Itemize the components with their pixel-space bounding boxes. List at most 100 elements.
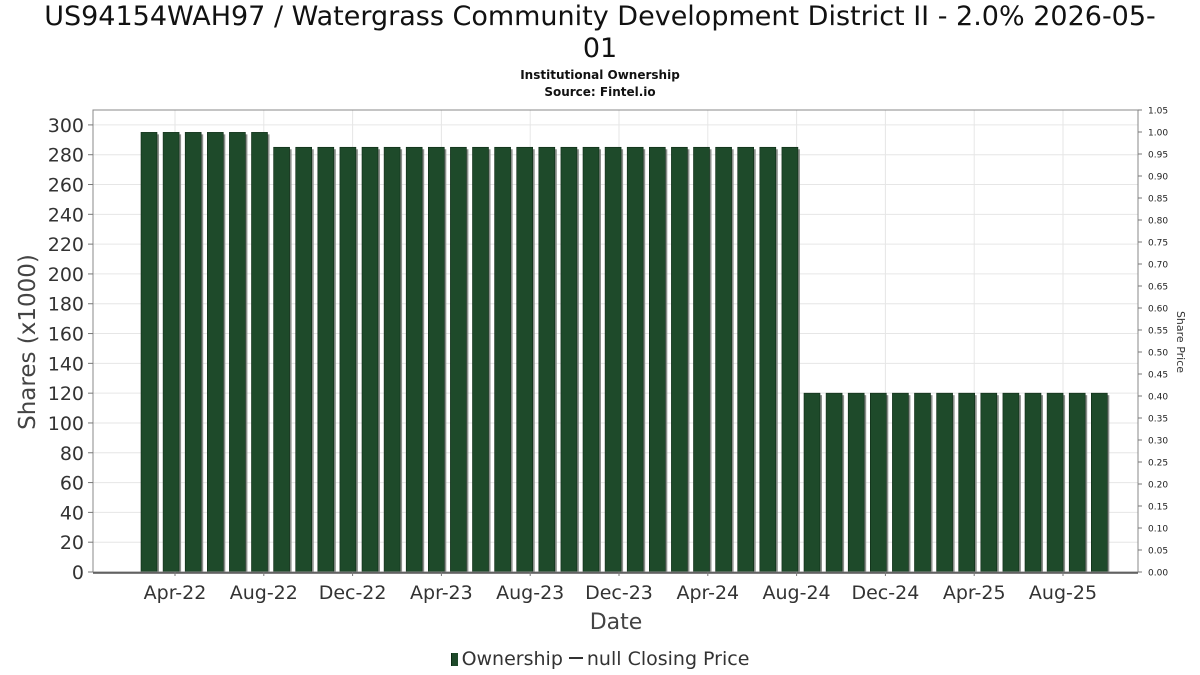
- bar: [914, 392, 931, 573]
- bar: [892, 392, 909, 573]
- y-tick-label: 300: [48, 115, 84, 137]
- y2-tick-label: 0.05: [1148, 547, 1168, 557]
- y-tick-label: 60: [60, 473, 84, 495]
- bar: [671, 146, 688, 573]
- y-axis-label: Shares (x1000): [15, 254, 41, 430]
- bar: [317, 146, 335, 573]
- chart-subtitle: Institutional Ownership: [520, 68, 680, 82]
- bar: [715, 146, 732, 573]
- bar: [1024, 392, 1042, 573]
- x-tick-label: Dec-22: [319, 582, 387, 604]
- x-tick-label: Aug-22: [230, 582, 298, 604]
- bar: [847, 392, 865, 573]
- bar: [980, 392, 998, 573]
- y2-tick-label: 0.85: [1148, 195, 1168, 205]
- bar: [516, 146, 534, 573]
- bar: [383, 146, 401, 573]
- bar: [759, 146, 777, 573]
- x-tick-label: Apr-24: [676, 582, 739, 604]
- y2-tick-label: 0.10: [1148, 525, 1168, 535]
- bar: [207, 132, 224, 573]
- plot-border: [92, 109, 1139, 573]
- y-tick-label: 160: [48, 324, 84, 346]
- y2-tick-label: 0.55: [1148, 327, 1168, 337]
- y-axis: 0 20 40 60 80 100 120 140 160 180 200 220 240 260 280 3…: [48, 115, 93, 584]
- bar: [737, 146, 755, 573]
- y2-tick-label: 0.45: [1148, 371, 1168, 381]
- bar: [604, 146, 622, 573]
- closing-price-legend-icon: [568, 657, 583, 659]
- legend-closing-price: null Closing Price: [586, 648, 750, 670]
- y-tick-label: 180: [48, 294, 84, 316]
- ownership-legend-icon: [450, 653, 458, 666]
- bar: [958, 392, 976, 573]
- legend-ownership: Ownership: [461, 648, 563, 670]
- y-tick-label: 260: [48, 175, 84, 197]
- bar: [936, 392, 953, 573]
- y-tick-label: 220: [48, 234, 84, 256]
- y-tick-label: 140: [48, 353, 84, 375]
- y2-tick-label: 0.25: [1148, 459, 1168, 469]
- y2-tick-label: 0.75: [1148, 239, 1168, 249]
- bar: [1091, 392, 1108, 573]
- y2-tick-label: 0.40: [1148, 393, 1168, 403]
- bar: [184, 132, 202, 573]
- chart-title: US94154WAH97 / Watergrass Community Deve…: [44, 1, 1156, 32]
- bar: [825, 392, 843, 573]
- x-tick-label: Dec-23: [585, 582, 653, 604]
- bar: [273, 146, 290, 573]
- x-tick-label: Apr-23: [410, 582, 473, 604]
- y2-tick-label: 0.00: [1148, 569, 1168, 579]
- bar: [1046, 392, 1064, 573]
- x-tick-label: Aug-23: [496, 582, 564, 604]
- bar: [229, 132, 246, 573]
- bar: [427, 146, 445, 573]
- bar: [472, 146, 489, 573]
- x-axis-label: Date: [590, 610, 643, 635]
- bar: [1068, 392, 1086, 573]
- y-tick-label: 0: [72, 562, 84, 584]
- bar: [693, 146, 710, 573]
- y2-tick-label: 0.60: [1148, 305, 1168, 315]
- y-tick-label: 280: [48, 145, 84, 167]
- y-tick-label: 200: [48, 264, 84, 286]
- x-axis: Apr-22 Aug-22 Dec-22 Apr-23 Aug-23 Dec-23 Apr-…: [144, 572, 1097, 604]
- bar-series: [140, 132, 1110, 573]
- y2-tick-label: 1.05: [1148, 107, 1168, 117]
- y-tick-label: 100: [48, 413, 84, 435]
- x-tick-label: Aug-25: [1029, 582, 1097, 604]
- y2-axis: 0.00 0.05 0.10 0.15 0.20 0.25 0.30 0.35 0.40 0.45…: [1138, 107, 1168, 579]
- y2-tick-label: 0.95: [1148, 151, 1168, 161]
- y2-tick-label: 0.65: [1148, 283, 1168, 293]
- bar: [648, 146, 666, 573]
- x-tick-label: Apr-25: [943, 582, 1006, 604]
- bar: [538, 146, 556, 573]
- bar: [140, 132, 158, 573]
- y2-tick-label: 0.20: [1148, 481, 1168, 491]
- bar: [582, 146, 600, 573]
- y2-tick-label: 0.50: [1148, 349, 1168, 359]
- plot-frame: [92, 109, 1139, 574]
- y-tick-label: 240: [48, 204, 84, 226]
- y2-tick-label: 0.90: [1148, 173, 1168, 183]
- y2-tick-label: 0.70: [1148, 261, 1168, 271]
- bar: [405, 146, 423, 573]
- chart-source: Source: Fintel.io: [544, 85, 656, 99]
- bar: [494, 146, 511, 573]
- bar: [339, 146, 357, 573]
- bar: [560, 146, 578, 573]
- y2-tick-label: 0.30: [1148, 437, 1168, 447]
- bar: [869, 392, 887, 573]
- y-tick-label: 40: [60, 502, 84, 524]
- bar: [295, 146, 313, 573]
- x-tick-label: Aug-24: [763, 582, 831, 604]
- x-tick-label: Dec-24: [851, 582, 919, 604]
- bar: [781, 146, 799, 573]
- y-tick-label: 20: [60, 532, 84, 554]
- bar: [626, 146, 644, 573]
- y-tick-label: 120: [48, 383, 84, 405]
- bar: [803, 392, 821, 573]
- bar: [361, 146, 379, 573]
- legend: Ownership null Closing Price: [0, 648, 1200, 670]
- x-tick-label: Apr-22: [144, 582, 207, 604]
